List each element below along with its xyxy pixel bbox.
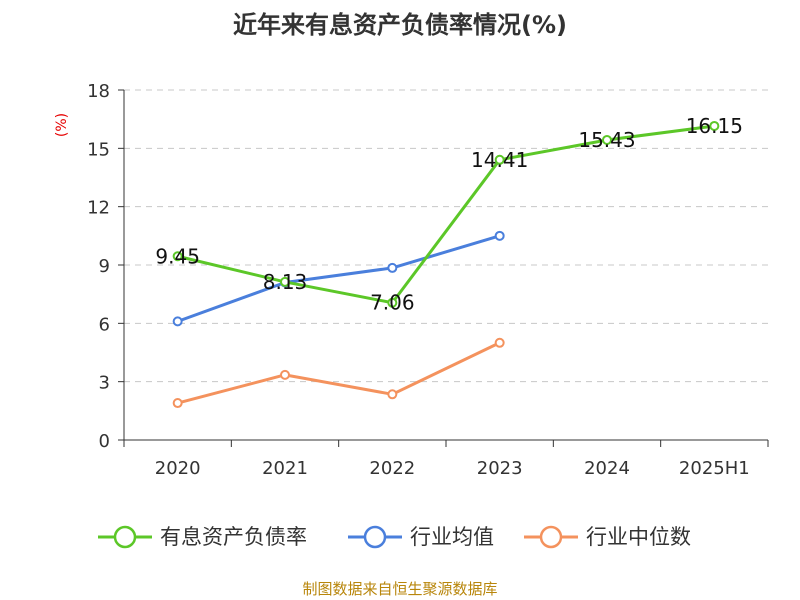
legend-marker [539,525,563,549]
chart-title: 近年来有息资产负债率情况(%) [233,11,567,39]
legend-marker [363,525,387,549]
data-label: 15.43 [578,128,635,152]
y-tick-label: 15 [87,139,110,160]
data-label: 14.41 [471,148,528,172]
legend-label: 有息资产负债率 [160,525,307,549]
x-tick-label: 2021 [262,458,308,479]
y-tick-label: 0 [99,431,110,452]
series-line [177,341,501,405]
y-tick-label: 9 [99,256,110,277]
legend[interactable]: 有息资产负债率 行业均值 行业中位数 [98,525,691,549]
data-labels: 9.45 8.13 7.06 14.41 15.43 16.15 [155,114,743,315]
x-tick-label: 2022 [369,458,415,479]
data-point [387,297,398,308]
data-point [494,154,505,165]
data-point [280,276,290,287]
legend-item[interactable]: 行业中位数 [524,525,691,549]
data-label: 8.13 [263,270,308,294]
series-line [177,234,501,323]
legend-item[interactable]: 有息资产负债率 [98,525,307,549]
grid-lines [124,89,768,383]
x-tick-label: 2023 [477,458,523,479]
source-note: 制图数据来自恒生聚源数据库 [302,580,497,598]
data-point [494,337,505,348]
y-tick-label: 3 [99,373,110,394]
legend-label: 行业均值 [410,525,494,549]
data-point [172,398,183,409]
series-group [172,337,505,409]
data-label: 16.15 [686,114,743,138]
x-tick-label: 2020 [155,458,201,479]
legend-marker [113,525,137,549]
legend-item[interactable]: 行业均值 [348,525,494,549]
data-point [602,134,612,145]
x-tick-label: 2025H1 [679,458,750,479]
series-group [172,120,720,308]
data-point [709,120,720,131]
y-tick-label: 18 [87,81,110,102]
y-unit-label: (%) [54,113,70,137]
series-group [172,230,505,327]
series-line [177,124,715,305]
series-lines [172,120,720,409]
axes: 0 3 6 9 12 15 18 2020 2021 2022 2023 2024 2025H1 [87,81,769,479]
data-point [387,262,398,273]
y-tick-label: 12 [87,198,110,219]
legend-label: 行业中位数 [586,525,691,549]
x-tick-label: 2024 [584,458,630,479]
data-point [280,369,290,380]
data-label: 9.45 [155,244,200,268]
data-point [172,251,183,262]
data-point [387,389,398,400]
data-point [172,316,183,327]
data-label: 7.06 [370,291,415,315]
y-tick-label: 6 [99,314,110,335]
data-point [494,230,505,241]
